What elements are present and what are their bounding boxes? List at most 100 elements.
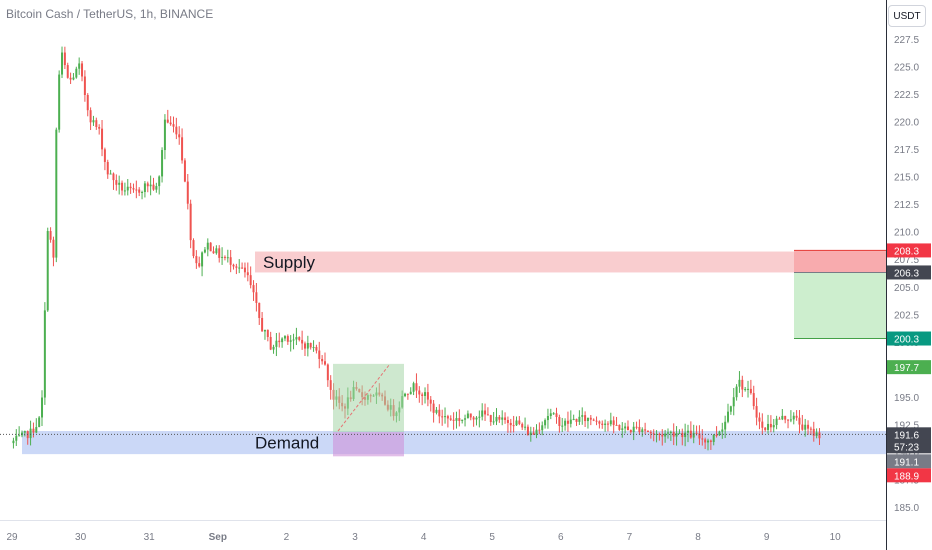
candle-body bbox=[741, 379, 744, 390]
time-tick-label: 6 bbox=[558, 532, 564, 543]
candle-body bbox=[521, 423, 524, 428]
candle-body bbox=[649, 432, 652, 434]
candle-body bbox=[43, 310, 46, 398]
demand-zone bbox=[22, 431, 886, 455]
candle-body bbox=[203, 249, 206, 253]
price-badge-label: 200.3 bbox=[894, 335, 919, 346]
quote-currency-button[interactable]: USDT bbox=[888, 5, 926, 27]
time-tick-label: 8 bbox=[695, 532, 701, 543]
price-badge-target bbox=[887, 331, 931, 346]
price-badge-grey bbox=[887, 454, 931, 469]
candle-body bbox=[318, 350, 321, 359]
chart-grid bbox=[0, 0, 887, 550]
candle-body bbox=[638, 426, 641, 433]
candle-body bbox=[692, 432, 695, 438]
candle-body bbox=[498, 416, 501, 420]
candle-body bbox=[309, 342, 312, 348]
price-tick-label: 210.0 bbox=[894, 228, 919, 239]
candle-body bbox=[526, 426, 529, 436]
candle-body bbox=[118, 182, 121, 185]
candle-body bbox=[655, 433, 658, 435]
candle-body bbox=[738, 379, 741, 387]
supply-zone-label: Supply bbox=[263, 253, 315, 272]
candle-body bbox=[558, 417, 561, 426]
candle-body bbox=[146, 183, 149, 187]
candle-body bbox=[178, 134, 181, 138]
candle-body bbox=[289, 340, 292, 342]
candle-body bbox=[81, 63, 84, 77]
time-tick-label: Sep bbox=[209, 532, 227, 543]
candle-body bbox=[201, 252, 204, 267]
candle-body bbox=[744, 388, 747, 390]
candle-body bbox=[326, 364, 329, 381]
candle-body bbox=[709, 440, 712, 442]
candle-body bbox=[238, 267, 241, 269]
candle-body bbox=[181, 137, 184, 161]
candle-body bbox=[772, 425, 775, 428]
candle-body bbox=[66, 65, 69, 78]
candle-body bbox=[15, 435, 18, 441]
price-badge-up bbox=[887, 360, 931, 375]
candle-body bbox=[95, 120, 98, 128]
candle-body bbox=[652, 433, 655, 435]
candle-body bbox=[584, 415, 587, 422]
trade-target-area bbox=[794, 272, 886, 339]
candle-body bbox=[232, 264, 235, 267]
candle-body bbox=[209, 242, 212, 252]
candle-body bbox=[747, 388, 750, 390]
price-tick-label: 225.0 bbox=[894, 63, 919, 74]
candle-body bbox=[32, 428, 35, 433]
time-tick-label: 30 bbox=[75, 532, 87, 543]
candle-body bbox=[323, 361, 326, 365]
candle-body bbox=[441, 416, 444, 418]
candle-body bbox=[581, 415, 584, 417]
price-tick-label: 202.5 bbox=[894, 310, 919, 321]
candle-body bbox=[23, 431, 26, 433]
candle-body bbox=[132, 188, 135, 190]
candle-body bbox=[666, 432, 669, 434]
candle-body bbox=[792, 415, 795, 420]
candle-body bbox=[495, 416, 498, 422]
price-badge-entry bbox=[887, 265, 931, 280]
candle-body bbox=[215, 248, 218, 254]
price-tick-label: 207.5 bbox=[894, 255, 919, 266]
candle-body bbox=[758, 417, 761, 422]
candle-body bbox=[38, 417, 41, 428]
candle-body bbox=[778, 418, 781, 420]
candle-body bbox=[155, 186, 158, 190]
candle-body bbox=[561, 425, 564, 427]
candle-body bbox=[764, 427, 767, 430]
candle-body bbox=[198, 263, 201, 267]
candle-body bbox=[449, 418, 452, 420]
candles bbox=[12, 46, 821, 451]
candle-body bbox=[704, 439, 707, 443]
candle-body bbox=[698, 433, 701, 439]
candle-body bbox=[564, 420, 567, 426]
time-tick-label: 4 bbox=[421, 532, 427, 543]
candle-body bbox=[672, 431, 675, 437]
candle-body bbox=[226, 257, 229, 259]
candle-body bbox=[718, 431, 721, 436]
candle-body bbox=[46, 231, 49, 311]
candle-body bbox=[261, 317, 264, 332]
candle-body bbox=[303, 343, 306, 349]
candle-body bbox=[695, 432, 698, 434]
price-badge-label: 208.3 bbox=[894, 246, 919, 257]
candle-body bbox=[512, 425, 515, 427]
candle-body bbox=[669, 431, 672, 433]
time-tick-label: 7 bbox=[627, 532, 633, 543]
candle-body bbox=[798, 417, 801, 425]
candle-body bbox=[469, 413, 472, 418]
candle-body bbox=[818, 432, 821, 439]
candle-body bbox=[292, 339, 295, 341]
price-badge-label: 206.3 bbox=[894, 268, 919, 279]
candle-body bbox=[675, 433, 678, 437]
candle-body bbox=[461, 419, 464, 421]
candle-body bbox=[661, 434, 664, 437]
candle-body bbox=[589, 417, 592, 420]
candle-body bbox=[266, 329, 269, 337]
candle-body bbox=[109, 173, 112, 175]
candle-body bbox=[243, 267, 246, 273]
price-tick-label: 222.5 bbox=[894, 90, 919, 101]
